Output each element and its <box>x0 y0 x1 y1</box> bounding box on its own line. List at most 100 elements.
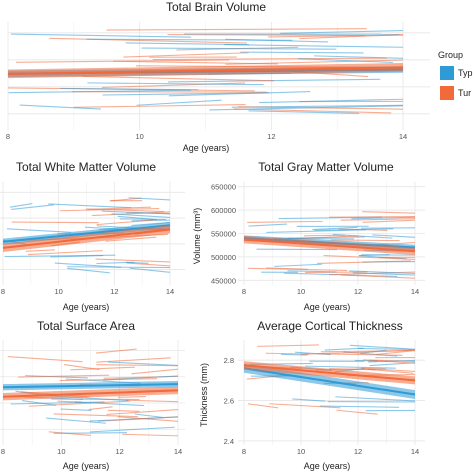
legend-key-turner <box>440 86 454 100</box>
y-axis-label: Thickness (mm) <box>199 363 209 427</box>
individual-trajectory <box>19 104 102 110</box>
x-tick-label: 8 <box>1 287 5 296</box>
individual-trajectory <box>317 260 411 265</box>
individual-trajectory <box>95 258 171 263</box>
individual-trajectory <box>46 417 107 424</box>
individual-trajectory <box>274 263 322 267</box>
individual-trajectory <box>102 92 270 96</box>
x-tick-label: 10 <box>297 447 305 456</box>
x-tick-label: 12 <box>354 447 362 456</box>
individual-trajectory <box>248 110 360 114</box>
individual-trajectory <box>74 104 246 108</box>
individual-trajectory <box>259 98 404 104</box>
panel-title: Total White Matter Volume <box>16 160 156 174</box>
legend-title: Group <box>438 50 463 60</box>
individual-trajectory <box>49 37 247 44</box>
x-tick-label: 14 <box>411 287 419 296</box>
x-tick-label: 14 <box>399 132 407 141</box>
panel-total-white-matter-volume: Total White Matter Volume 8 10 12 14 Age (y… <box>0 160 185 312</box>
individual-trajectory <box>317 353 403 356</box>
individual-trajectory <box>368 368 414 374</box>
x-axis-label: Age (years) <box>304 461 351 471</box>
individual-trajectory <box>113 60 278 65</box>
individual-trajectory <box>340 218 416 221</box>
individual-trajectory <box>15 59 230 63</box>
individual-trajectory <box>247 403 279 409</box>
trend-line-turner <box>243 238 416 253</box>
panel-title: Average Cortical Thickness <box>257 319 403 333</box>
individual-trajectory <box>117 215 157 221</box>
individual-trajectory <box>70 366 135 371</box>
individual-trajectory <box>351 216 416 220</box>
individual-trajectory <box>358 347 416 351</box>
individual-trajectory <box>54 262 122 268</box>
individual-trajectory <box>376 350 416 355</box>
individual-trajectory <box>354 359 378 362</box>
y-tick-label: 500000 <box>211 253 236 262</box>
individual-trajectory <box>96 364 179 367</box>
y-tick-label: 650000 <box>211 183 236 192</box>
individual-trajectory <box>372 234 416 238</box>
individual-trajectory <box>335 396 416 402</box>
legend-label-typical: Typ <box>458 68 473 78</box>
individual-trajectory <box>240 51 364 54</box>
individual-trajectory <box>362 211 416 214</box>
individual-trajectory <box>233 108 392 114</box>
individual-trajectory <box>117 416 179 422</box>
individual-trajectory <box>330 239 400 242</box>
individual-trajectory <box>87 82 264 86</box>
individual-trajectory <box>10 33 192 38</box>
x-tick-label: 8 <box>242 447 246 456</box>
individual-trajectory <box>368 359 416 363</box>
individual-trajectory <box>168 91 311 97</box>
individual-trajectory <box>280 30 404 34</box>
individual-trajectory <box>11 221 99 224</box>
individual-trajectory <box>266 229 367 234</box>
individual-trajectory <box>224 44 404 48</box>
individual-trajectory <box>152 57 388 61</box>
x-axis-label: Age (years) <box>183 143 230 153</box>
individual-trajectory <box>18 374 110 378</box>
individual-trajectory <box>105 236 157 242</box>
panel-title: Total Surface Area <box>37 319 135 333</box>
individual-trajectory <box>48 203 132 209</box>
individual-trajectory <box>324 347 364 351</box>
plot-area: 8 10 12 14 450000 500000 550000 600000 650000 <box>211 182 425 296</box>
plot-area: 8 10 12 14 <box>6 22 430 141</box>
y-tick-label: 450000 <box>211 276 236 285</box>
x-tick-label: 14 <box>411 447 419 456</box>
individual-trajectory <box>134 413 164 419</box>
individual-trajectory <box>59 378 157 382</box>
individual-trajectory <box>248 223 288 227</box>
individual-trajectory <box>168 78 381 83</box>
individual-trajectory <box>96 357 171 363</box>
individual-trajectory <box>361 367 416 373</box>
individual-trajectory <box>126 399 179 403</box>
individual-trajectory <box>349 270 416 275</box>
plot-area: 8 10 12 14 <box>0 340 185 456</box>
individual-trajectory <box>128 197 171 201</box>
plot-area: 8 10 12 14 <box>0 182 185 296</box>
x-axis-label: Age (years) <box>304 302 351 312</box>
trend-line-turner <box>2 228 171 249</box>
individual-trajectory <box>28 250 103 256</box>
x-tick-label: 12 <box>115 447 123 456</box>
trend-line-typical <box>2 224 171 243</box>
individual-trajectory <box>28 400 131 407</box>
individual-trajectory <box>257 344 319 347</box>
panel-title: Total Brain Volume <box>166 0 266 14</box>
individual-trajectory <box>269 403 341 409</box>
trend-line-typical <box>243 367 416 396</box>
individual-trajectory <box>287 236 365 239</box>
x-tick-label: 10 <box>135 132 143 141</box>
individual-trajectory <box>349 344 416 350</box>
individual-trajectory <box>358 254 390 257</box>
individual-trajectory <box>126 262 171 267</box>
individual-trajectory <box>67 267 110 274</box>
individual-trajectory <box>136 99 222 106</box>
y-tick-label: 2.6 <box>224 397 234 406</box>
panel-total-surface-area: Total Surface Area 8 10 12 14 Age (years) <box>0 319 185 471</box>
y-tick-label: 2.8 <box>224 356 234 365</box>
x-tick-label: 10 <box>297 287 305 296</box>
